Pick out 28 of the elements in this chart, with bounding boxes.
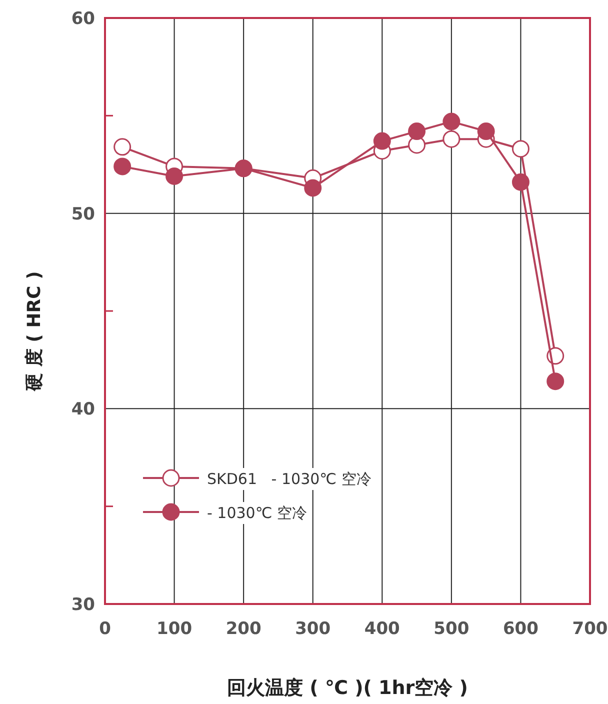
x-tick-label: 300 [295, 619, 331, 639]
legend-label: - 1030℃ 空冷 [207, 504, 307, 522]
point [304, 179, 322, 197]
x-tick-label: 400 [364, 619, 400, 639]
point [166, 167, 184, 185]
point [442, 112, 460, 130]
point [512, 140, 530, 158]
x-tick-label: 600 [502, 619, 539, 639]
point [114, 158, 132, 176]
x-tick-label: 200 [226, 619, 262, 639]
x-tick-label: 500 [434, 619, 470, 639]
point [477, 122, 495, 140]
x-tick-label: 700 [572, 619, 608, 639]
point [512, 173, 530, 191]
x-axis-title: 回火温度 ( ℃ )( 1hr空冷 ) [227, 677, 468, 699]
y-tick-label: 30 [71, 595, 96, 615]
y-tick-label: 50 [71, 204, 96, 224]
point [546, 372, 564, 390]
point [408, 122, 426, 140]
x-tick-label: 0 [99, 619, 112, 639]
x-tick-label: 100 [156, 619, 192, 639]
point [114, 138, 132, 156]
y-tick-label: 40 [71, 400, 96, 420]
y-tick-label: 60 [71, 9, 96, 29]
point [373, 132, 391, 150]
legend-label: SKD61 - 1030℃ 空冷 [207, 470, 372, 488]
point [442, 130, 460, 148]
y-axis-title: 硬 度 ( HRC ) [24, 271, 45, 392]
